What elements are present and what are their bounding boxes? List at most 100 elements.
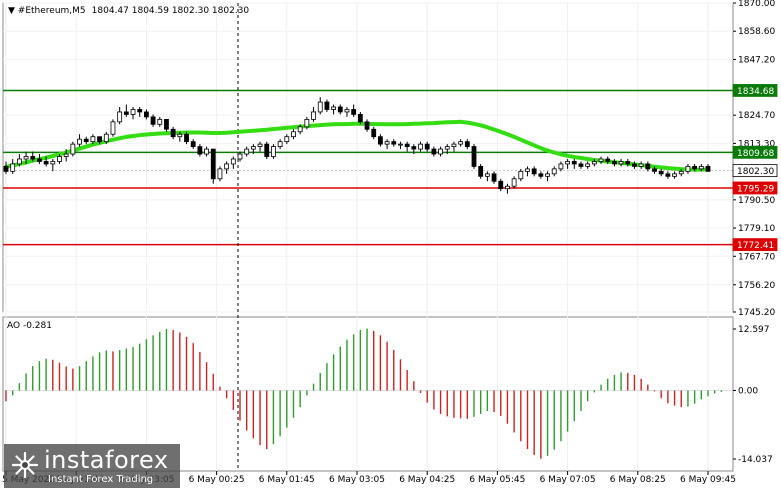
candle-body <box>230 158 236 165</box>
candle-body <box>311 111 316 120</box>
ao-tick-label: 0.00 <box>738 386 758 396</box>
candle-body <box>170 128 176 138</box>
candle-body <box>531 168 537 175</box>
candle <box>685 163 691 174</box>
candle <box>237 151 243 162</box>
candle-body <box>264 143 270 157</box>
candle-body <box>291 131 296 138</box>
candle <box>391 139 397 147</box>
candle <box>123 104 129 117</box>
candle-body <box>551 168 557 175</box>
candle <box>451 141 457 152</box>
candle <box>424 141 430 152</box>
candle-body <box>585 163 591 167</box>
candle <box>37 154 42 164</box>
candle-body <box>558 163 564 170</box>
moving-average-line <box>4 119 710 172</box>
candle <box>63 149 69 162</box>
candle <box>484 171 490 182</box>
level-badge-current <box>732 164 778 178</box>
time-tick-label: 6 May 05:45 <box>469 475 525 485</box>
candle-body <box>384 141 390 145</box>
candle <box>632 161 637 169</box>
candle <box>471 144 477 169</box>
candle <box>291 129 296 140</box>
time-tick-label: 6 May 08:25 <box>610 475 666 485</box>
candle-body <box>204 148 209 155</box>
candle-body <box>257 143 263 148</box>
candle <box>364 119 370 132</box>
candle-body <box>164 118 169 130</box>
candle <box>271 144 276 159</box>
price-pane <box>2 2 734 313</box>
candle <box>525 166 530 177</box>
candle-body <box>612 161 617 165</box>
candle-body <box>30 156 36 160</box>
candle-body <box>123 111 129 115</box>
level-badge-resistance <box>732 84 778 97</box>
candle <box>638 161 644 169</box>
candle <box>398 141 403 150</box>
candle <box>438 146 443 157</box>
candle <box>698 163 704 172</box>
candle-body <box>411 146 417 150</box>
candle <box>190 139 196 150</box>
candle <box>678 168 684 177</box>
candle <box>77 134 82 147</box>
candle-body <box>692 166 698 170</box>
candle-body <box>471 146 477 167</box>
candle-body <box>331 106 337 110</box>
logo-star-icon <box>11 451 39 479</box>
candle <box>70 141 76 157</box>
candle <box>464 139 470 150</box>
candle-body <box>277 141 283 148</box>
candle-body <box>57 156 62 162</box>
candle <box>551 166 557 177</box>
candle <box>150 114 156 127</box>
candle-body <box>10 163 16 172</box>
candle-body <box>150 116 156 125</box>
candle-body <box>705 166 711 172</box>
candle-body <box>197 146 203 155</box>
moving-average <box>4 119 710 172</box>
candle <box>90 134 96 145</box>
price-tick-label: 1767.70 <box>738 252 775 262</box>
level-badge-label: 1795.29 <box>737 184 774 194</box>
candle-body <box>237 153 243 160</box>
instaforex-logo: instaforex Instant Forex Trading <box>4 444 180 488</box>
candle <box>331 104 337 115</box>
candle-body <box>224 163 230 170</box>
candle-body <box>157 118 163 125</box>
candle-body <box>63 153 69 157</box>
candle-body <box>652 168 657 172</box>
candle <box>591 158 597 167</box>
candle-body <box>618 161 624 165</box>
candle-body <box>23 156 29 160</box>
candle-body <box>37 158 42 162</box>
symbol-label: #Ethereum,M5 <box>18 6 86 16</box>
candle <box>571 158 577 169</box>
candle-body <box>391 141 397 145</box>
candle <box>478 163 484 179</box>
candles <box>3 97 711 194</box>
candle-body <box>685 166 691 172</box>
arrow-down-icon: ▼ <box>8 6 18 16</box>
candle-body <box>244 148 250 155</box>
candle <box>3 161 9 174</box>
candle-body <box>110 121 116 135</box>
candle-body <box>137 109 143 113</box>
chart-title: ▼ #Ethereum,M5 1804.47 1804.59 1802.30 18… <box>8 6 249 16</box>
levels <box>3 89 733 246</box>
candle-body <box>117 111 123 123</box>
price-tick-label: 1858.60 <box>738 27 775 37</box>
logo-name: instaforex <box>44 446 169 474</box>
candle <box>565 158 570 169</box>
time-tick-label: 6 May 07:05 <box>540 475 596 485</box>
price-axis: 1870.00 1858.60 1847.20 1824.70 1813.30 1790.… <box>733 0 775 318</box>
candle <box>672 171 677 179</box>
candle <box>665 171 671 179</box>
candle-body <box>177 133 183 138</box>
candle-body <box>43 161 49 165</box>
candle <box>357 111 363 125</box>
candle <box>605 156 611 164</box>
